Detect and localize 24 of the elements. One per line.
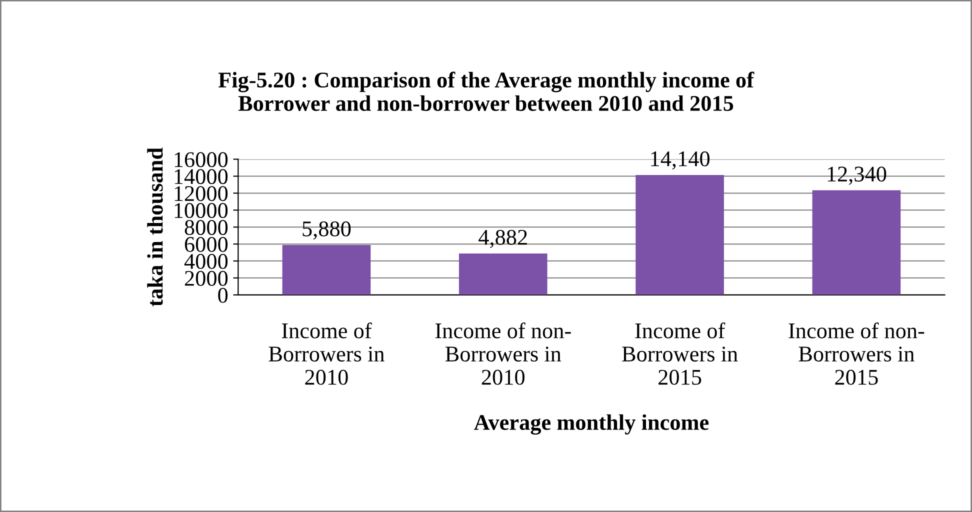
x-axis-title: Average monthly income — [474, 414, 709, 435]
data-label: 12,340 — [828, 166, 886, 185]
y-tick-label: 2000 — [184, 270, 228, 286]
bar — [636, 175, 724, 295]
y-tick-label: 14000 — [174, 169, 228, 184]
y-tick-label: 16000 — [174, 152, 228, 168]
y-tick-label: 4000 — [184, 254, 228, 269]
x-tick-label: Income of Borrowers in 2010 — [268, 322, 384, 385]
y-tick-label: 10000 — [174, 203, 228, 218]
y-axis-title: taka in thousand — [147, 148, 163, 306]
data-label: 5,880 — [302, 221, 351, 240]
y-tick-label: 8000 — [184, 220, 228, 235]
x-tick-label: Income of Borrowers in 2015 — [622, 322, 738, 385]
bar — [282, 245, 371, 295]
x-tick-label: Income of non- Borrowers in 2015 — [788, 322, 924, 385]
bar — [812, 190, 901, 295]
y-tick-label: 12000 — [174, 186, 228, 202]
y-tick-label: 6000 — [184, 236, 228, 252]
data-label: 14,140 — [651, 151, 710, 170]
data-label: 4,882 — [478, 230, 527, 248]
y-tick-label: 0 — [218, 288, 228, 303]
x-tick-label: Income of non- Borrowers in 2010 — [435, 322, 571, 385]
chart-title: Fig-5.20 : Comparison of the Average monthly income of Borrower and non-borrower between 2010 and 2015 — [218, 72, 754, 111]
bar — [458, 254, 548, 295]
